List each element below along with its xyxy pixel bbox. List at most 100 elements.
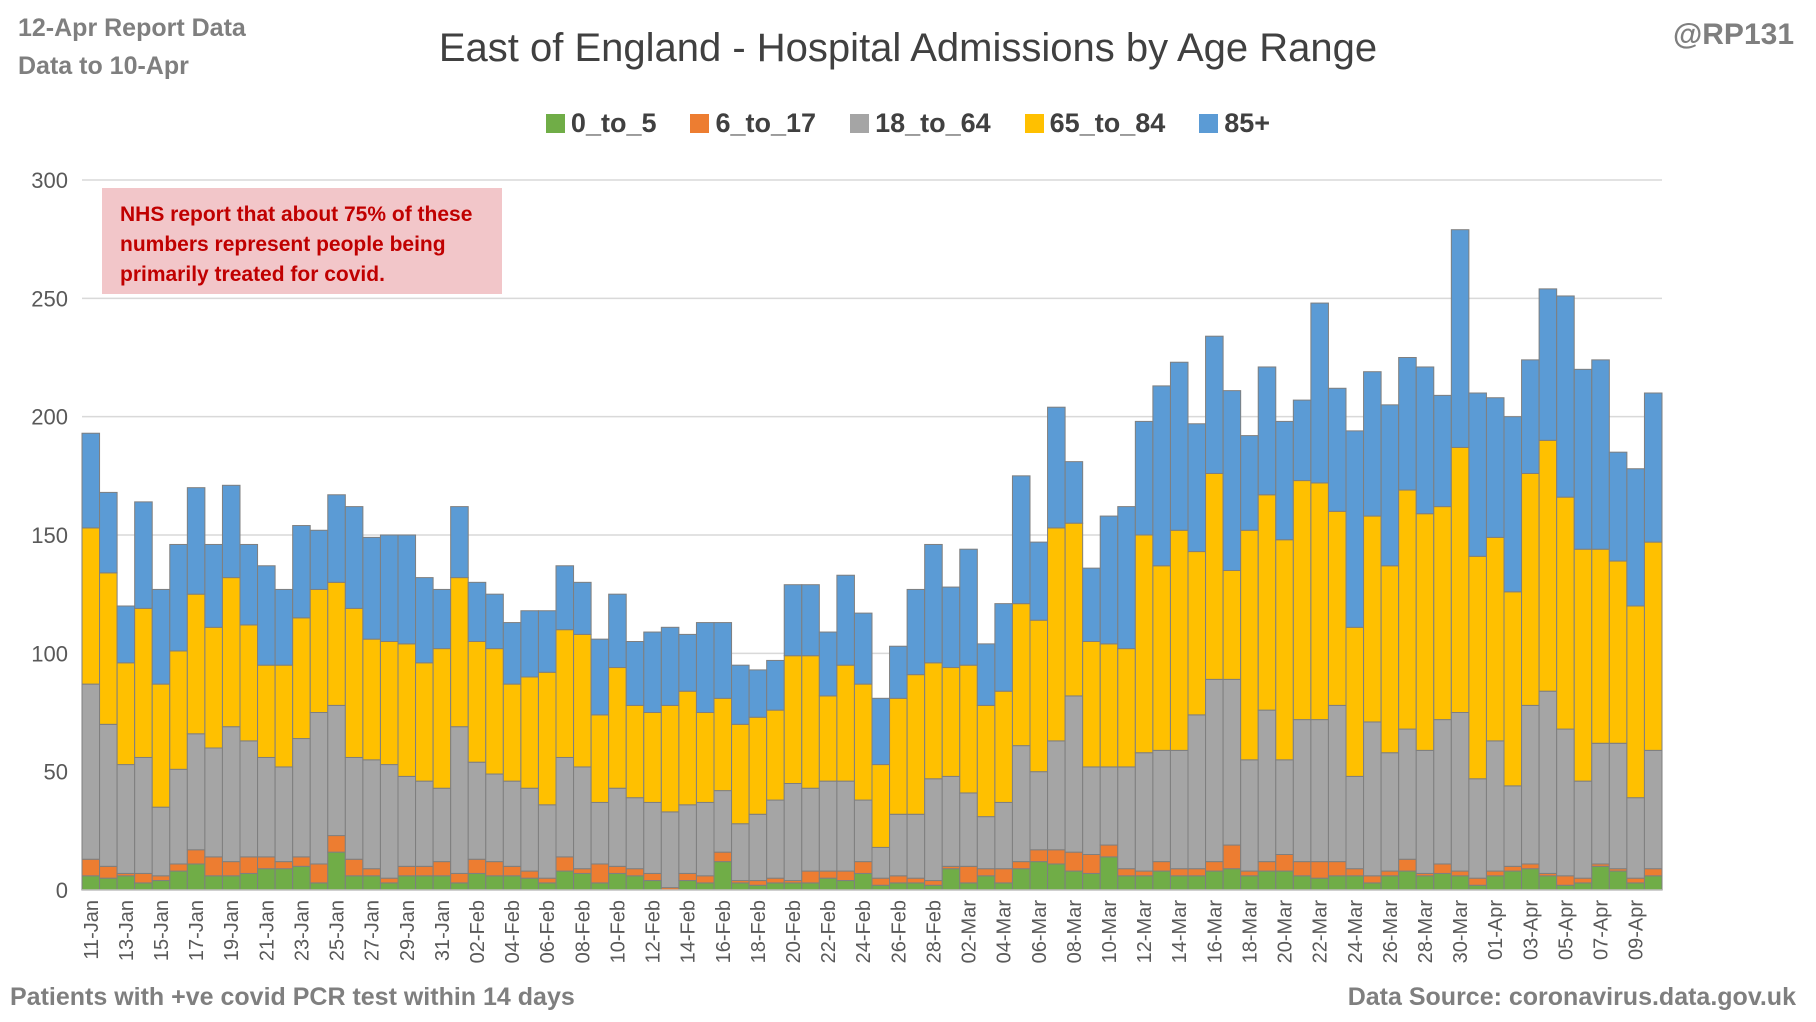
bar-segment (924, 880, 943, 886)
bar-segment (1292, 480, 1312, 721)
bar-segment (257, 565, 276, 666)
legend-swatch-65-to-84 (1024, 114, 1044, 133)
bar-segment (1538, 439, 1558, 692)
bar-segment (520, 877, 539, 891)
bar-segment (1310, 302, 1329, 484)
bar-segment (309, 529, 329, 590)
bar-segment (853, 683, 873, 801)
bar-segment (976, 868, 996, 877)
bar-segment (1117, 766, 1136, 870)
bar-segment (1363, 371, 1382, 517)
bar-segment (731, 823, 750, 882)
bar-segment (1556, 295, 1575, 498)
bar-segment (344, 875, 364, 891)
bar-segment (608, 667, 627, 789)
bar-segment (555, 756, 575, 858)
bar-segment (1327, 875, 1347, 891)
bar-segment (1591, 548, 1610, 744)
bar-segment (432, 875, 452, 891)
chart-title: East of England - Hospital Admissions by… (438, 26, 1378, 70)
bar-segment (590, 714, 610, 803)
bar-segment (520, 787, 539, 872)
bar-segment (1363, 515, 1382, 723)
bar-segment (1485, 740, 1505, 872)
x-tick-label: 19-Jan (221, 900, 243, 961)
bar-segment (1011, 475, 1031, 605)
bar-segment (1485, 870, 1505, 877)
bar-segment (836, 780, 855, 872)
bar-segment (959, 548, 978, 666)
bar-segment (415, 780, 434, 867)
x-tick-label: 13-Jan (116, 900, 138, 961)
x-tick-label: 06-Feb (537, 900, 559, 963)
bar-segment (1240, 870, 1259, 877)
bar-segment (1099, 515, 1119, 645)
bar-segment (573, 581, 592, 635)
bar-segment (1485, 397, 1505, 538)
bar-segment (590, 638, 610, 716)
bar-segment (783, 655, 803, 785)
bar-segment (1310, 482, 1329, 721)
bar-segment (151, 806, 171, 877)
bar-segment (924, 543, 943, 664)
bar-segment (608, 593, 627, 669)
y-tick-label: 0 (56, 878, 68, 903)
bar-segment (485, 648, 504, 775)
bar-segment (1310, 719, 1329, 863)
bar-segment (432, 648, 452, 789)
bar-segment (1152, 749, 1171, 863)
bar-segment (713, 851, 733, 863)
bar-segment (713, 697, 733, 792)
x-tick-label: 07-Apr (1591, 900, 1613, 960)
bar-segment (678, 804, 697, 874)
bar-segment (502, 780, 522, 867)
bar-segment (643, 880, 662, 891)
bar-segment (1275, 854, 1294, 872)
bar-segment (274, 868, 294, 891)
bar-segment (1415, 875, 1435, 891)
bar-segment (99, 723, 118, 867)
bar-segment (1433, 719, 1452, 865)
bar-segment (924, 662, 943, 780)
bar-segment (1608, 451, 1628, 562)
bar-segment (309, 863, 329, 884)
bar-segment (1556, 875, 1575, 886)
bar-segment (1187, 868, 1207, 877)
bar-segment (994, 603, 1013, 692)
bar-segment (573, 633, 592, 768)
x-tick-label: 22-Mar (1310, 900, 1332, 964)
bar-segment (906, 813, 926, 879)
bar-segment (801, 870, 820, 884)
bar-segment (1152, 565, 1171, 751)
legend-swatch-85-plus (1199, 114, 1219, 133)
bar-segment (695, 801, 715, 877)
bar-segment (1573, 877, 1593, 884)
bar-segment (1205, 472, 1224, 680)
x-tick-label: 14-Feb (678, 900, 700, 963)
bar-segment (1485, 536, 1505, 742)
bar-segment (1450, 446, 1470, 713)
bar-segment (871, 697, 891, 766)
bar-segment (1064, 461, 1084, 524)
legend-label-0-to-5: 0_to_5 (570, 108, 657, 138)
bar-segment (186, 593, 206, 735)
bar-segment (134, 607, 153, 758)
bar-segment (1011, 745, 1031, 863)
bar-segment (327, 851, 346, 891)
bar-segment (1380, 404, 1400, 567)
x-tick-label: 20-Feb (783, 900, 805, 963)
bar-segment (1643, 392, 1663, 543)
bar-segment (643, 872, 662, 882)
legend-swatch-6-to-17 (690, 114, 710, 133)
bar-segment (836, 880, 855, 891)
bar-segment (608, 872, 627, 891)
bar-segment (766, 799, 785, 879)
bar-segment (134, 882, 153, 891)
bar-segment (344, 756, 364, 860)
bar-segment (169, 768, 188, 865)
bar-segment (1029, 619, 1049, 773)
bar-segment (1222, 844, 1242, 870)
bar-segment (1345, 868, 1365, 877)
bar-segment (836, 664, 855, 782)
annotation-line-3: primarily treated for covid. (120, 263, 385, 286)
